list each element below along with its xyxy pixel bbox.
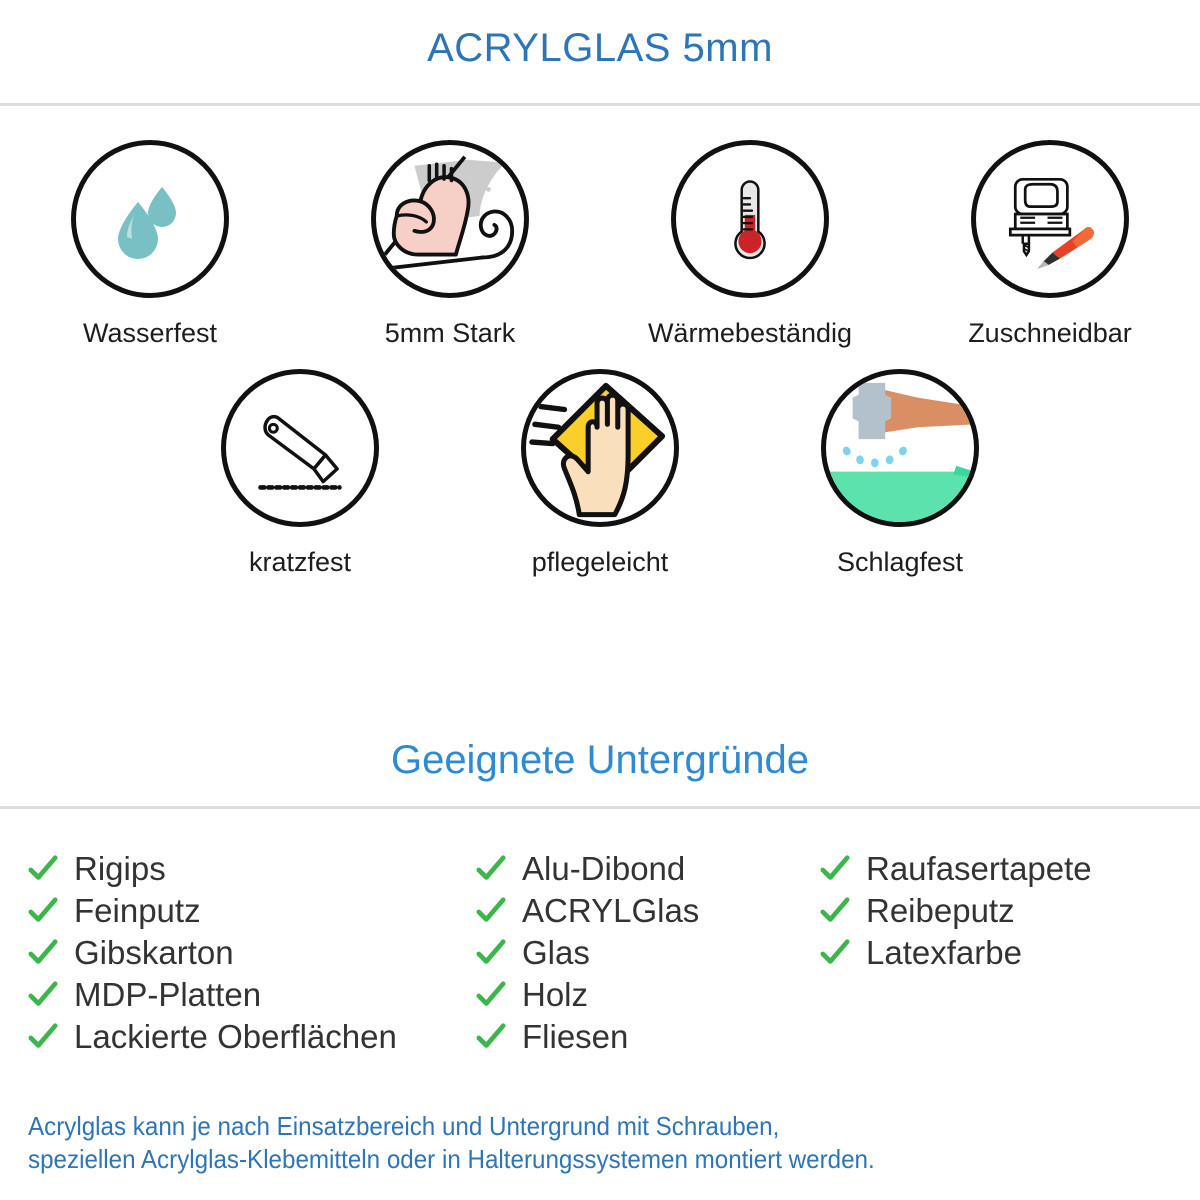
page-title: ACRYLGLAS 5mm: [427, 26, 773, 70]
feature-label: Schlagfest: [836, 547, 964, 577]
list-item: Holz: [476, 974, 810, 1016]
check-icon: [476, 897, 506, 922]
list-item: Glas: [476, 932, 810, 974]
check-icon: [28, 897, 58, 922]
list-item-label: Holz: [522, 976, 589, 1013]
list-item-label: Latexfarbe: [866, 934, 1022, 971]
list-item-label: Reibeputz: [866, 892, 1015, 929]
feature-label: pflegeleicht: [531, 547, 669, 577]
check-icon: [820, 897, 850, 922]
check-icon: [28, 1023, 58, 1048]
feature-label: 5mm Stark: [384, 318, 516, 348]
list-item: Lackierte Oberflächen: [28, 1016, 470, 1058]
suitable-substrates-list: Rigips Feinputz Gibskarton MDP-Platten L…: [0, 848, 1200, 1058]
check-icon: [820, 855, 850, 880]
footer-note: Acrylglas kann je nach Einsatzbereich un…: [28, 1110, 1107, 1177]
feature-label: Wärmebeständig: [647, 318, 853, 348]
feature-label: Wasserfest: [82, 318, 218, 348]
list-item: Rigips: [28, 848, 470, 890]
feature-row-2: kratzfest pflegeleicht: [0, 369, 1200, 578]
hand-cloth-icon: [529, 382, 666, 518]
flexing-arm-icon: [378, 155, 515, 272]
list-item-label: Lackierte Oberflächen: [74, 1018, 397, 1055]
divider-middle: [0, 806, 1200, 809]
check-icon: [28, 939, 58, 964]
list-item: Alu-Dibond: [476, 848, 810, 890]
footer-line-2: speziellen Acrylglas-Klebemitteln oder i…: [28, 1144, 875, 1175]
feature-label: kratzfest: [248, 547, 352, 577]
list-item-label: Fliesen: [522, 1018, 629, 1055]
substrate-column-3: Raufasertapete Reibeputz Latexfarbe: [810, 848, 1200, 1058]
check-icon: [476, 1023, 506, 1048]
list-item: Feinputz: [28, 890, 470, 932]
list-item-label: Feinputz: [74, 892, 201, 929]
thermometer-icon: [734, 180, 766, 260]
list-item-label: Rigips: [74, 850, 166, 887]
feature-icon-circle: [521, 369, 679, 527]
check-icon: [476, 981, 506, 1006]
divider-top: [0, 103, 1200, 106]
list-item: ACRYLGlas: [476, 890, 810, 932]
check-icon: [820, 939, 850, 964]
feature-waermebestaendig: Wärmebeständig: [600, 140, 900, 349]
feature-icon-circle: [821, 369, 979, 527]
feature-label: Zuschneidbar: [968, 318, 1132, 348]
list-item: Latexfarbe: [820, 932, 1200, 974]
feature-schlagfest: Schlagfest: [750, 369, 1050, 578]
list-item-label: ACRYLGlas: [522, 892, 700, 929]
substrate-column-1: Rigips Feinputz Gibskarton MDP-Platten L…: [0, 848, 470, 1058]
jigsaw-cutter-icon: [1008, 177, 1094, 269]
feature-pflegeleicht: pflegeleicht: [450, 369, 750, 578]
feature-grid: Wasserfest: [0, 140, 1200, 578]
list-item: Gibskarton: [28, 932, 470, 974]
feature-icon-circle: [71, 140, 229, 298]
substrate-column-2: Alu-Dibond ACRYLGlas Glas Holz Fliesen: [470, 848, 810, 1058]
utility-knife-icon: [258, 414, 342, 490]
list-item-label: MDP-Platten: [74, 976, 262, 1013]
list-item-label: Gibskarton: [74, 934, 234, 971]
section-heading: Geeignete Untergründe: [390, 738, 810, 782]
list-item-label: Glas: [522, 934, 590, 971]
footer-line-1: Acrylglas kann je nach Einsatzbereich un…: [28, 1111, 780, 1141]
feature-icon-circle: [371, 140, 529, 298]
list-item: Raufasertapete: [820, 848, 1200, 890]
feature-kratzfest: kratzfest: [150, 369, 450, 578]
feature-wasserfest: Wasserfest: [0, 140, 300, 349]
hammer-impact-icon: [826, 382, 974, 522]
feature-zuschneidbar: Zuschneidbar: [900, 140, 1200, 349]
check-icon: [476, 855, 506, 880]
feature-icon-circle: [221, 369, 379, 527]
check-icon: [476, 939, 506, 964]
check-icon: [28, 981, 58, 1006]
check-icon: [28, 855, 58, 880]
feature-icon-circle: [671, 140, 829, 298]
list-item: Fliesen: [476, 1016, 810, 1058]
list-item: Reibeputz: [820, 890, 1200, 932]
list-item-label: Alu-Dibond: [522, 850, 686, 887]
feature-icon-circle: [971, 140, 1129, 298]
list-item-label: Raufasertapete: [866, 850, 1092, 887]
feature-5mm-stark: 5mm Stark: [300, 140, 600, 349]
list-item: MDP-Platten: [28, 974, 470, 1016]
feature-row-1: Wasserfest: [0, 140, 1200, 349]
water-drops-icon: [118, 187, 176, 259]
